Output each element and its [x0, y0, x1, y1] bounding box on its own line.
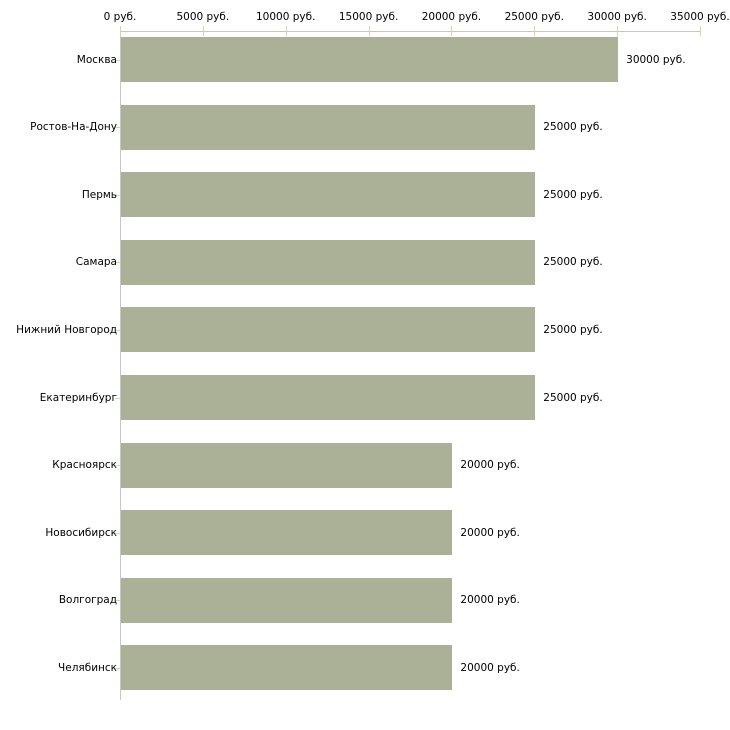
- bar: [121, 37, 619, 82]
- value-label: 20000 руб.: [460, 661, 520, 674]
- category-label: Челябинск: [58, 661, 117, 674]
- value-label: 25000 руб.: [543, 323, 603, 336]
- x-axis-tick-label: 25000 руб.: [504, 11, 564, 23]
- x-axis-tick-label: 15000 руб.: [338, 11, 399, 23]
- y-axis-tick: [115, 329, 120, 331]
- bar: [121, 375, 536, 420]
- x-axis-tick-label: 35000 руб.: [670, 11, 730, 23]
- category-label: Екатеринбург: [39, 391, 117, 404]
- bar: [121, 645, 453, 691]
- bar: [121, 239, 536, 285]
- x-axis-tick: [700, 26, 701, 36]
- x-axis-tick-label: 30000 руб.: [587, 11, 647, 23]
- x-axis-tick: [451, 26, 453, 36]
- value-label: 25000 руб.: [543, 256, 603, 269]
- value-label: 25000 руб.: [543, 121, 603, 134]
- value-label: 20000 руб.: [460, 594, 520, 607]
- category-label: Самара: [75, 256, 117, 269]
- x-axis-tick: [202, 26, 204, 36]
- y-axis-tick: [115, 397, 120, 399]
- value-label: 20000 руб.: [460, 459, 520, 472]
- x-axis-tick: [534, 26, 536, 36]
- bar: [121, 577, 453, 623]
- category-label: Красноярск: [52, 459, 117, 472]
- y-axis-tick: [115, 194, 120, 196]
- value-label: 30000 руб.: [626, 53, 686, 66]
- y-axis-tick: [115, 262, 120, 264]
- y-axis-tick: [115, 59, 120, 61]
- x-axis-tick: [285, 26, 287, 36]
- y-axis-tick: [115, 127, 120, 129]
- value-label: 25000 руб.: [543, 188, 603, 201]
- bar: [121, 442, 453, 488]
- category-label: Волгоград: [58, 594, 117, 607]
- value-label: 20000 руб.: [460, 526, 520, 539]
- x-axis-tick: [120, 26, 121, 36]
- y-axis-tick: [115, 600, 120, 602]
- y-axis-tick: [115, 532, 120, 534]
- x-axis-tick-label: 20000 руб.: [421, 11, 482, 23]
- x-axis-tick-label: 5000 руб.: [176, 11, 230, 23]
- category-label: Пермь: [81, 188, 117, 201]
- x-axis-line: [120, 31, 700, 32]
- category-label: Нижний Новгород: [16, 323, 117, 336]
- value-label: 25000 руб.: [543, 391, 603, 404]
- bar: [121, 104, 536, 150]
- category-label: Москва: [76, 53, 117, 66]
- y-axis-line: [120, 31, 121, 700]
- x-axis-tick-label: 10000 руб.: [255, 11, 316, 23]
- bar: [121, 307, 536, 353]
- bar: [121, 510, 453, 556]
- category-label: Новосибирск: [45, 526, 117, 539]
- bar: [121, 172, 536, 218]
- x-axis-tick: [617, 26, 619, 36]
- x-axis-tick: [368, 26, 370, 36]
- y-axis-tick: [115, 465, 120, 467]
- category-label: Ростов-На-Дону: [30, 121, 117, 134]
- x-axis-tick-label: 0 руб.: [103, 11, 137, 23]
- y-axis-tick: [115, 667, 120, 669]
